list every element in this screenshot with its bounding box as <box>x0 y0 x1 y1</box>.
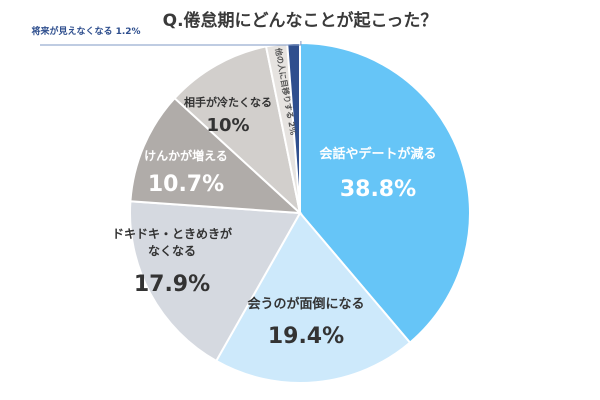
pie-slice <box>214 211 412 384</box>
slice-label: 会話やデートが減る <box>319 146 436 162</box>
slice-label: けんかが増える <box>144 148 228 163</box>
pie-slice <box>129 200 302 363</box>
slice-label: 将来が見えなくなる 1.2% <box>31 25 140 37</box>
slice-value-label: 17.9% <box>134 272 210 297</box>
pie-slice <box>173 45 302 216</box>
callout-line <box>40 41 302 46</box>
slice-value-label: 10% <box>206 115 249 136</box>
pie-slice <box>299 41 471 345</box>
slice-label: ドキドキ・ときめきがなくなる <box>112 226 232 258</box>
pie-slice <box>286 41 301 214</box>
slice-label: 会うのが面倒になる <box>247 296 364 312</box>
slice-value-label: 38.8% <box>340 177 416 202</box>
chart-title: Q.倦怠期にどんなことが起こった？ <box>162 11 438 31</box>
slice-value-label: 19.4% <box>268 324 344 349</box>
slice-label: 相手が冷たくなる <box>184 95 272 109</box>
slice-value-label: 10.7% <box>148 172 224 197</box>
pie-slice <box>129 96 303 215</box>
